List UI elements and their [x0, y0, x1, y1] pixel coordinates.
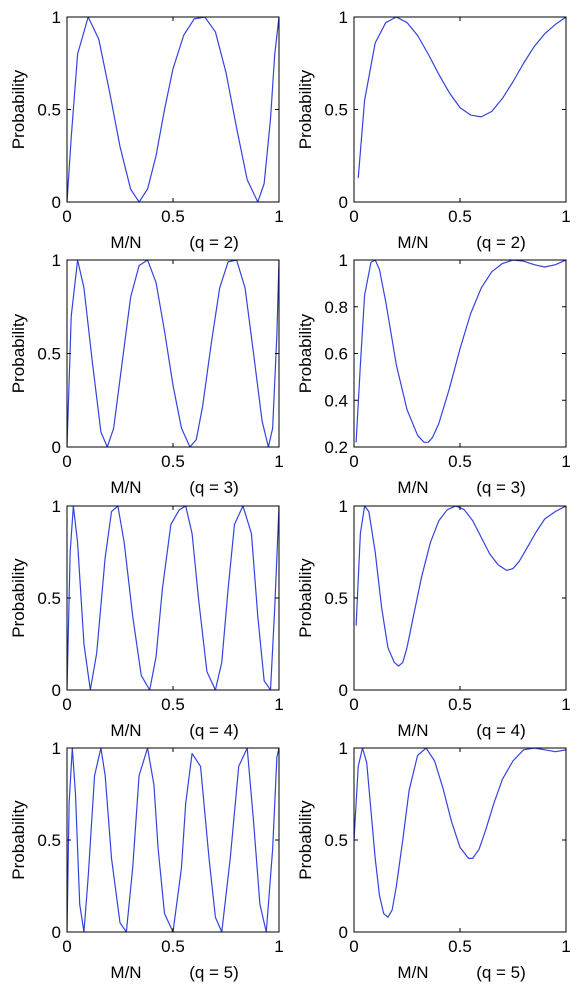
axes-frame	[66, 747, 280, 933]
x-axis-label: M/N	[110, 478, 141, 497]
panel-caption: (q = 5)	[476, 963, 526, 982]
x-tick-label: 0	[349, 452, 358, 471]
panel-5: 0 0.5 1 0 0.5 1 Probability M/N (q = 4)	[9, 497, 284, 740]
y-tick-label: 0.5	[324, 101, 348, 120]
x-tick-label: 1	[274, 452, 283, 471]
y-tick-label: 0.5	[324, 831, 348, 850]
series-line	[67, 260, 279, 447]
x-axis-label: M/N	[110, 963, 141, 982]
x-tick-label: 0.5	[448, 452, 472, 471]
x-tick-label: 0.5	[161, 937, 185, 956]
y-axis-label: Probability	[9, 69, 28, 149]
y-axis-label: Probability	[9, 558, 28, 638]
y-tick-label: 0.5	[324, 589, 348, 608]
panel-caption: (q = 2)	[189, 233, 239, 252]
y-tick-label: 1	[339, 739, 348, 758]
y-tick-label: 0	[52, 923, 61, 942]
axes-frame	[353, 747, 567, 933]
panel-caption: (q = 4)	[189, 721, 239, 740]
x-axis-label: M/N	[397, 721, 428, 740]
axes-frame	[66, 505, 280, 691]
y-tick-label: 0	[339, 193, 348, 212]
y-tick-label: 0	[52, 193, 61, 212]
y-tick-label: 1	[339, 251, 348, 270]
x-tick-label: 1	[561, 695, 570, 714]
y-tick-label: 0.5	[37, 101, 61, 120]
series-line	[67, 506, 279, 690]
x-tick-label: 0	[349, 207, 358, 226]
panel-6: 0 0.5 1 0 0.5 1 Probability M/N (q = 4)	[296, 497, 571, 740]
y-tick-label: 0	[52, 681, 61, 700]
y-tick-label: 0	[339, 681, 348, 700]
y-tick-label: 0.5	[37, 345, 61, 364]
x-tick-label: 1	[561, 452, 570, 471]
y-tick-label: 0.5	[37, 831, 61, 850]
x-tick-label: 0.5	[448, 937, 472, 956]
y-axis-label: Probability	[9, 800, 28, 880]
panel-1: 0 0.5 1 0 0.5 1 Probability M/N (q = 2)	[9, 8, 284, 252]
y-tick-label: 0	[52, 438, 61, 457]
y-axis-label: Probability	[9, 313, 28, 393]
x-axis-label: M/N	[110, 233, 141, 252]
panel-caption: (q = 5)	[189, 963, 239, 982]
x-tick-label: 1	[561, 207, 570, 226]
panel-caption: (q = 3)	[189, 478, 239, 497]
y-tick-label: 0.6	[324, 345, 348, 364]
y-tick-label: 0.8	[324, 298, 348, 317]
series-line	[355, 506, 566, 667]
y-tick-label: 1	[52, 251, 61, 270]
x-tick-label: 0	[62, 937, 71, 956]
axes-frame	[353, 259, 567, 448]
x-tick-label: 0	[62, 695, 71, 714]
y-tick-label: 1	[52, 8, 61, 27]
x-tick-label: 0	[349, 937, 358, 956]
axes-frame	[66, 16, 280, 203]
y-tick-label: 1	[339, 497, 348, 516]
x-axis-label: M/N	[397, 963, 428, 982]
x-axis-label: M/N	[397, 233, 428, 252]
x-tick-label: 1	[274, 695, 283, 714]
y-tick-label: 0.4	[324, 391, 348, 410]
y-axis-label: Probability	[296, 800, 315, 880]
y-tick-label: 0.5	[37, 589, 61, 608]
y-axis-label: Probability	[296, 69, 315, 149]
y-tick-label: 0.2	[324, 438, 348, 457]
y-tick-label: 1	[52, 497, 61, 516]
axes-frame	[353, 505, 567, 691]
x-tick-label: 0.5	[448, 695, 472, 714]
axes-frame	[353, 16, 567, 203]
x-axis-label: M/N	[397, 478, 428, 497]
panel-caption: (q = 2)	[476, 233, 526, 252]
panel-caption: (q = 4)	[476, 721, 526, 740]
x-tick-label: 0.5	[161, 207, 185, 226]
y-tick-label: 1	[52, 739, 61, 758]
x-tick-label: 1	[561, 937, 570, 956]
x-tick-label: 0.5	[161, 452, 185, 471]
x-tick-label: 1	[274, 207, 283, 226]
y-tick-label: 0	[339, 923, 348, 942]
x-tick-label: 0.5	[161, 695, 185, 714]
series-line	[67, 17, 279, 202]
x-axis-label: M/N	[110, 721, 141, 740]
x-tick-label: 0.5	[448, 207, 472, 226]
x-tick-label: 1	[274, 937, 283, 956]
series-line	[354, 748, 566, 918]
y-tick-label: 1	[339, 8, 348, 27]
x-tick-label: 0	[62, 452, 71, 471]
series-line	[67, 748, 279, 932]
series-line	[355, 260, 566, 443]
panel-caption: (q = 3)	[476, 478, 526, 497]
x-tick-label: 0	[62, 207, 71, 226]
y-axis-label: Probability	[296, 313, 315, 393]
y-axis-label: Probability	[296, 558, 315, 638]
panel-4: 0 0.5 1 0.2 0.4 0.6 0.8 1 Probability M/N (q = 3)	[296, 251, 571, 497]
panel-3: 0 0.5 1 0 0.5 1 Probability M/N (q = 3)	[9, 251, 284, 497]
series-line	[357, 17, 566, 178]
panel-8: 0 0.5 1 0 0.5 1 Probability M/N (q = 5)	[296, 739, 571, 982]
panel-7: 0 0.5 1 0 0.5 1 Probability M/N (q = 5)	[9, 739, 284, 982]
panel-2: 0 0.5 1 0 0.5 1 Probability M/N (q = 2)	[296, 8, 571, 252]
x-tick-label: 0	[349, 695, 358, 714]
